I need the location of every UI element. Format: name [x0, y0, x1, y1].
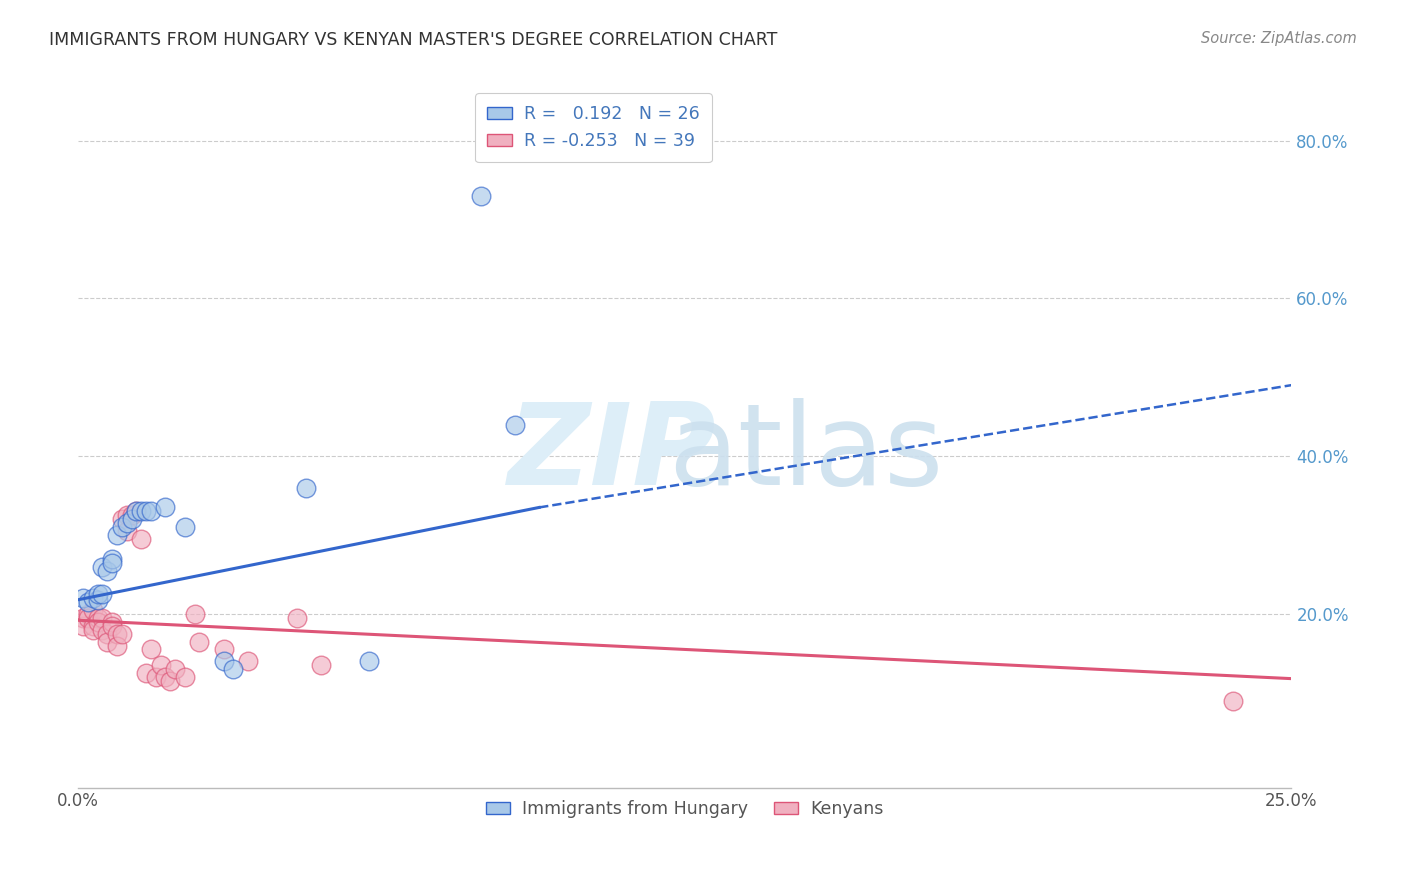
Text: Source: ZipAtlas.com: Source: ZipAtlas.com — [1201, 31, 1357, 46]
Point — [145, 670, 167, 684]
Point — [105, 639, 128, 653]
Point — [309, 658, 332, 673]
Point — [359, 654, 381, 668]
Point — [135, 504, 157, 518]
Point — [101, 615, 124, 629]
Point — [76, 611, 98, 625]
Point — [285, 611, 308, 625]
Point — [111, 520, 134, 534]
Point — [295, 481, 318, 495]
Point — [165, 662, 187, 676]
Point — [72, 611, 94, 625]
Point — [101, 619, 124, 633]
Point — [1222, 694, 1244, 708]
Point — [470, 188, 492, 202]
Point — [101, 551, 124, 566]
Point — [222, 662, 245, 676]
Point — [503, 417, 526, 432]
Point — [135, 666, 157, 681]
Point — [139, 642, 162, 657]
Point — [101, 556, 124, 570]
Point — [125, 504, 148, 518]
Point — [174, 670, 197, 684]
Point — [139, 504, 162, 518]
Point — [111, 626, 134, 640]
Point — [212, 654, 235, 668]
Point — [96, 626, 118, 640]
Point — [72, 619, 94, 633]
Point — [86, 611, 108, 625]
Point — [121, 512, 143, 526]
Point — [155, 670, 177, 684]
Point — [105, 626, 128, 640]
Point — [72, 591, 94, 606]
Text: IMMIGRANTS FROM HUNGARY VS KENYAN MASTER'S DEGREE CORRELATION CHART: IMMIGRANTS FROM HUNGARY VS KENYAN MASTER… — [49, 31, 778, 49]
Point — [174, 520, 197, 534]
Point — [86, 615, 108, 629]
Point — [125, 504, 148, 518]
Point — [82, 591, 104, 606]
Point — [188, 634, 211, 648]
Point — [155, 500, 177, 515]
Point — [111, 512, 134, 526]
Point — [76, 595, 98, 609]
Point — [91, 559, 114, 574]
Point — [105, 528, 128, 542]
Point — [82, 623, 104, 637]
Point — [86, 587, 108, 601]
Point — [82, 603, 104, 617]
Point — [159, 673, 181, 688]
Point — [91, 587, 114, 601]
Point — [91, 611, 114, 625]
Point — [86, 592, 108, 607]
Point — [96, 564, 118, 578]
Point — [121, 508, 143, 523]
Point — [115, 524, 138, 538]
Point — [183, 607, 205, 621]
Point — [212, 642, 235, 657]
Text: atlas: atlas — [668, 399, 943, 509]
Point — [115, 508, 138, 523]
Point — [82, 619, 104, 633]
Text: ZIP: ZIP — [508, 399, 716, 509]
Point — [115, 516, 138, 531]
Point — [91, 623, 114, 637]
Point — [149, 658, 172, 673]
Point — [129, 504, 152, 518]
Point — [76, 607, 98, 621]
Point — [96, 634, 118, 648]
Legend: Immigrants from Hungary, Kenyans: Immigrants from Hungary, Kenyans — [478, 793, 891, 825]
Point — [129, 532, 152, 546]
Point — [236, 654, 259, 668]
